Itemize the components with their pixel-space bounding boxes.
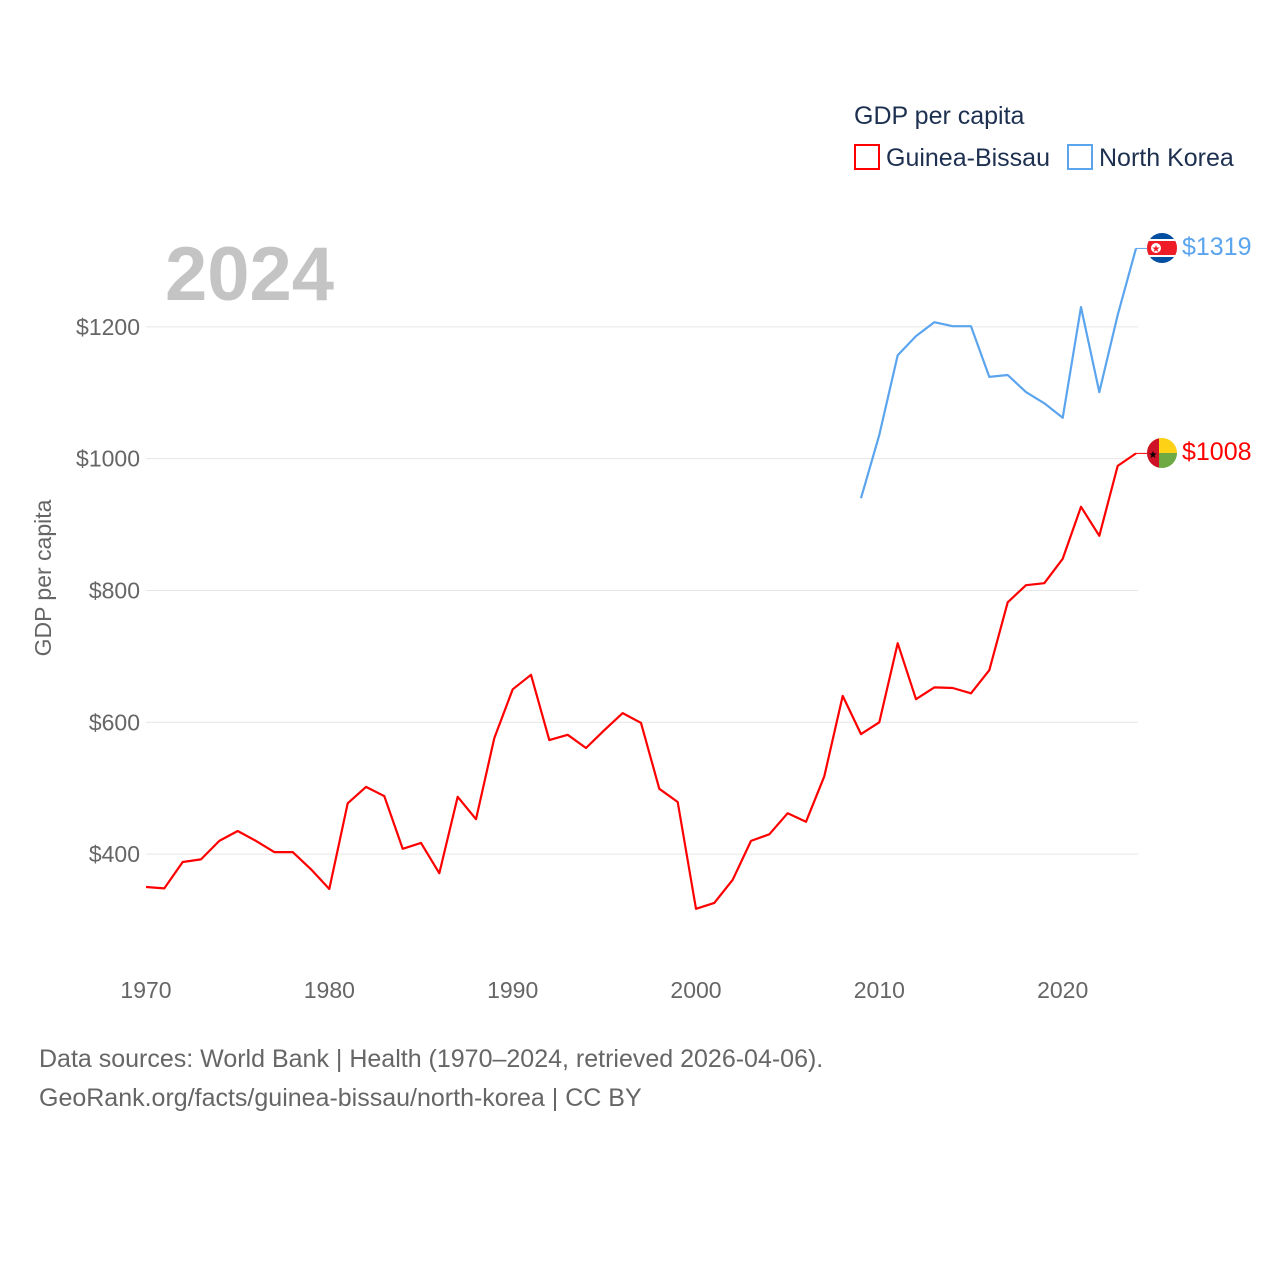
- y-tick-label: $400: [89, 841, 140, 867]
- x-tick-label: 1990: [487, 977, 538, 1003]
- svg-text:★: ★: [1149, 450, 1158, 461]
- y-tick-label: $600: [89, 709, 140, 735]
- north-korea-end-label: $1319: [1182, 233, 1252, 261]
- x-tick-label: 2000: [670, 977, 721, 1003]
- y-tick-label: $1200: [76, 314, 140, 340]
- series-line-north-korea: [859, 248, 1138, 499]
- series-line-guinea-bissau: [145, 452, 1137, 910]
- x-tick-label: 2020: [1037, 977, 1088, 1003]
- svg-text:★: ★: [1152, 244, 1161, 255]
- footer-sources: Data sources: World Bank | Health (1970–…: [39, 1045, 824, 1073]
- x-tick-label: 1970: [120, 977, 171, 1003]
- y-tick-label: $1000: [76, 446, 140, 472]
- y-tick-label: $800: [89, 577, 140, 603]
- legend-title: GDP per capita: [854, 102, 1025, 130]
- x-tick-label: 2010: [854, 977, 905, 1003]
- legend: GDP per capita Guinea-Bissau North Korea: [854, 102, 1234, 172]
- north-korea-flag-icon: ★: [1147, 233, 1177, 263]
- series-lines: [145, 248, 1138, 910]
- legend-swatch-guinea-bissau[interactable]: [854, 144, 880, 170]
- year-watermark: 2024: [165, 232, 334, 317]
- y-axis-ticks: $400 $600 $800 $1000 $1200: [76, 314, 140, 867]
- x-tick-label: 1980: [304, 977, 355, 1003]
- guinea-bissau-flag-icon: ★: [1147, 438, 1177, 468]
- guinea-bissau-end-label: $1008: [1182, 438, 1252, 466]
- gridlines: [146, 326, 1138, 855]
- legend-swatch-north-korea[interactable]: [1067, 144, 1093, 170]
- legend-label-north-korea[interactable]: North Korea: [1099, 144, 1234, 172]
- legend-label-guinea-bissau[interactable]: Guinea-Bissau: [886, 144, 1050, 172]
- series-end-markers: ★ ★ $1008 $1319: [1136, 233, 1252, 468]
- x-axis-ticks: 1970 1980 1990 2000 2010 2020: [120, 977, 1088, 1003]
- y-axis-label: GDP per capita: [30, 499, 56, 656]
- footer-link[interactable]: GeoRank.org/facts/guinea-bissau/north-ko…: [39, 1084, 642, 1112]
